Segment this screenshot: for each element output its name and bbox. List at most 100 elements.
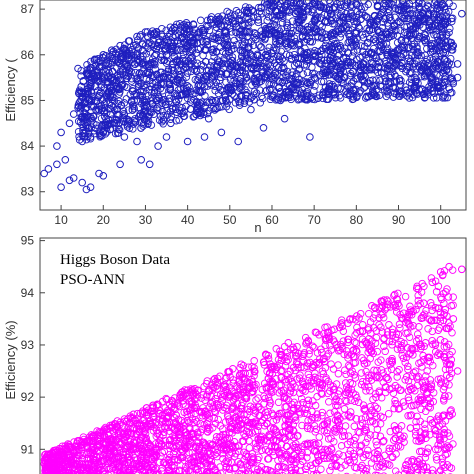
band-point [400, 402, 408, 410]
band-point [306, 439, 315, 448]
band-point [448, 14, 457, 23]
band-point [436, 308, 445, 317]
band-point [409, 59, 417, 68]
data-point [344, 82, 352, 91]
band-point [349, 86, 358, 94]
band-point [312, 328, 321, 337]
band-point [273, 7, 281, 15]
data-point [403, 92, 411, 100]
band-point [87, 81, 95, 90]
band-point [204, 472, 211, 474]
band-point [394, 289, 402, 298]
band-point [232, 6, 241, 15]
band-point [215, 103, 223, 112]
band-point [438, 30, 447, 39]
band-point [262, 29, 270, 38]
band-point [427, 75, 436, 84]
band-point [443, 371, 451, 379]
band-point [196, 87, 205, 96]
band-point [304, 0, 313, 5]
band-point [155, 116, 164, 124]
band-point [318, 411, 326, 420]
band-point [300, 349, 309, 357]
band-point [238, 415, 247, 423]
band-point [362, 387, 370, 395]
band-point [278, 0, 286, 4]
band-point [142, 434, 151, 443]
band-point [234, 472, 241, 474]
band-point [269, 471, 277, 474]
band-point [315, 456, 323, 465]
band-point [377, 393, 386, 402]
band-point [246, 407, 254, 416]
band-point [230, 44, 238, 53]
band-point [136, 91, 144, 100]
band-point [348, 367, 356, 375]
band-point [429, 361, 437, 370]
band-point [332, 40, 341, 48]
band-point [248, 450, 256, 458]
band-point [349, 68, 357, 76]
band-point [440, 352, 448, 361]
data-point [145, 160, 154, 169]
data-point [107, 46, 116, 55]
x-tick-label: 90 [392, 213, 406, 227]
band-point [222, 102, 231, 111]
band-point [264, 13, 273, 21]
band-point [404, 412, 412, 420]
band-point [331, 90, 340, 99]
band-point [130, 116, 139, 125]
band-point [380, 472, 388, 474]
x-tick-label: 80 [350, 213, 364, 227]
band-point [346, 315, 355, 323]
band-point [298, 421, 306, 430]
band-point [271, 0, 279, 5]
band-point [418, 363, 426, 371]
data-point [53, 142, 61, 150]
band-point [393, 373, 401, 381]
band-point [172, 98, 181, 106]
band-point [444, 392, 453, 400]
band-point [238, 48, 246, 57]
band-point [283, 0, 292, 8]
band-point [342, 370, 350, 379]
band-point [402, 2, 411, 10]
band-point [401, 358, 409, 367]
y-tick-label: 83 [21, 185, 35, 199]
band-point [299, 12, 307, 21]
band-point [345, 389, 353, 398]
band-point [168, 462, 176, 470]
band-point [316, 3, 324, 11]
band-point [388, 331, 397, 339]
band-point [165, 45, 174, 54]
band-point [258, 34, 266, 42]
data-point [69, 110, 78, 118]
band-point [385, 77, 393, 86]
band-point [296, 389, 304, 398]
band-point [313, 451, 322, 459]
band-point [359, 327, 367, 335]
band-point [253, 13, 262, 21]
band-point [110, 97, 119, 105]
band-point [158, 108, 167, 116]
band-point [202, 66, 211, 75]
band-point [351, 38, 360, 46]
band-point [436, 379, 445, 388]
band-point [422, 34, 431, 43]
band-point [298, 448, 306, 457]
data-point [129, 87, 137, 96]
band-point [417, 471, 425, 474]
band-point [391, 290, 399, 299]
data-point [285, 87, 293, 96]
band-point [369, 76, 377, 84]
band-point [415, 323, 423, 331]
band-point [249, 13, 258, 22]
band-point [326, 466, 334, 474]
band-point [260, 379, 269, 388]
band-point [177, 46, 185, 55]
band-point [348, 52, 357, 60]
band-point [331, 3, 339, 12]
